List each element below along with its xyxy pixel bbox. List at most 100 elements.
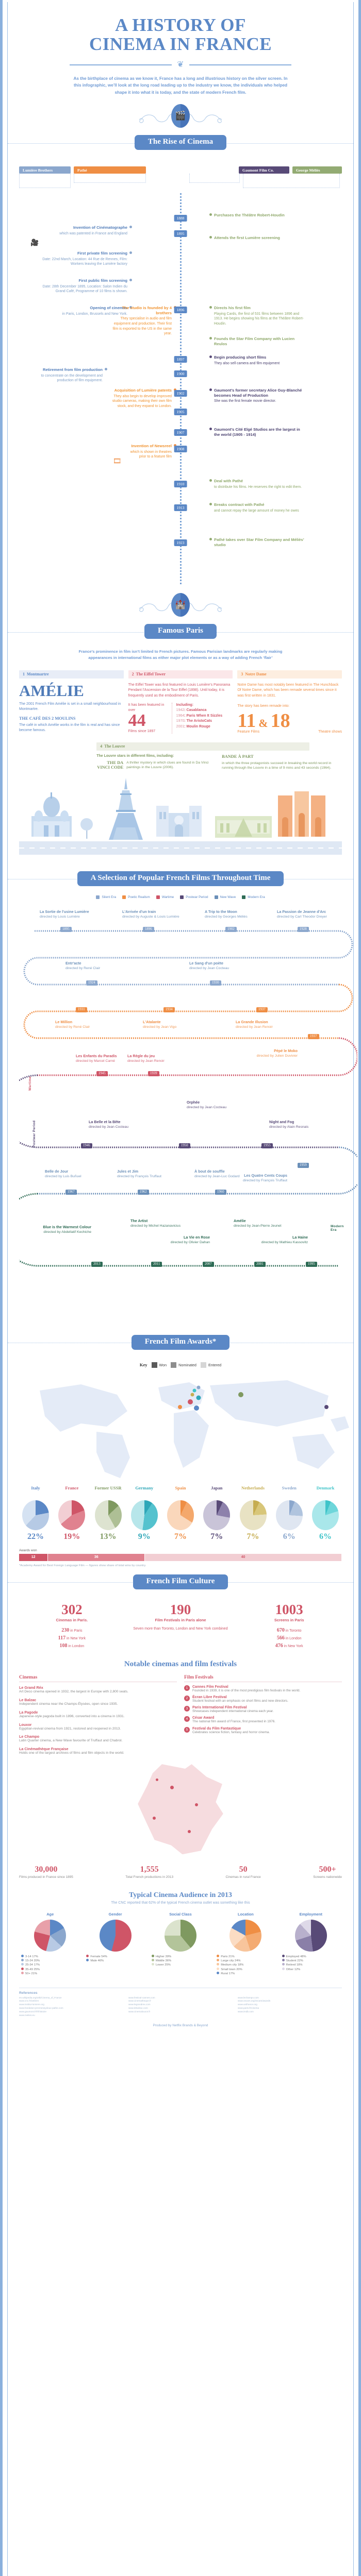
list-item: 4 César Award The national film award of F… xyxy=(184,1716,342,1724)
reference-link[interactable]: www.cinemalouxor.fr xyxy=(128,2010,151,2013)
tree-illustration xyxy=(80,816,93,841)
notredame-captions: Feature Films Theatre shows xyxy=(237,730,342,734)
event-body: They also begin to develop improved stud… xyxy=(112,394,172,408)
event-heading: Founds the Star Film Company with Lucien… xyxy=(214,336,295,346)
reference-link[interactable]: en.wikipedia.org/wiki/Cinema_of_France xyxy=(19,1996,62,1999)
audience-card-age: Age 3-14 17% 15-24 20% 25-34 17% 35-49 2… xyxy=(19,1912,81,1976)
legend-item-newwave: New Wave xyxy=(214,895,236,899)
cafe-subtitle: THE CAFÉ DES 2 MOULINS xyxy=(19,716,76,721)
key-label: Key xyxy=(139,1362,147,1368)
film-year-tag: 2013 xyxy=(91,1261,103,1267)
list-item: 1 Cannes Film Festival Founded in 1939, it… xyxy=(184,1685,342,1693)
reference-link[interactable]: www.festival-cannes.com xyxy=(128,1996,155,1999)
film-year-tag: 1962 xyxy=(138,1189,149,1195)
section-title-rise: The Rise of Cinema xyxy=(134,135,227,150)
caption-feature-films: Feature Films xyxy=(237,730,260,734)
culture-big-number: 190 xyxy=(170,1601,191,1617)
eiffel-list-title: Including: xyxy=(176,703,194,707)
film-year-tag: 1930 xyxy=(210,980,221,986)
stat-films-produced: 30,000 Films produced in France since 189… xyxy=(19,1865,73,1879)
timeline-event-cite-elge: Gaumont’s Cité Elgé Studios are the larg… xyxy=(209,427,307,437)
event-dot-icon xyxy=(209,213,212,216)
bar-strip-header: Awards won xyxy=(19,1548,37,1552)
reference-link[interactable]: www.melies.eu xyxy=(19,2013,35,2016)
notable-heading: Notable cinemas and film festivals xyxy=(124,1659,237,1668)
reference-link[interactable]: www.lebalzac.com xyxy=(128,2007,148,2010)
film-item: L'Atalante directed by Jean Vigo xyxy=(143,1019,177,1029)
timeline-event-retirement: Retirement from film production to conce… xyxy=(25,367,107,383)
louvre-body: The Louvre stars in different films, inc… xyxy=(96,754,342,771)
reference-link[interactable]: www.imdb.com xyxy=(238,2010,254,2013)
reference-link[interactable]: www.oscars.org/oscars/awards xyxy=(238,1999,271,2003)
pie-col-ussr: Former USSR 13% xyxy=(94,1485,122,1541)
map-dot-netherlands xyxy=(190,1393,194,1397)
audience-card-gender: Gender Female 54% Male 46% xyxy=(84,1912,146,1976)
era-label-postwar: Postwar Period xyxy=(32,1120,36,1147)
louvre-lead: The Louvre stars in different films, inc… xyxy=(96,754,174,758)
reference-link[interactable]: www.unifrance.org xyxy=(238,2003,257,2006)
event-heading: The studio is founded by 4 brothers xyxy=(122,306,172,315)
film-year-tag: 1967 xyxy=(65,1189,77,1195)
louvre-entry-text: in which the three protagonists succeed … xyxy=(222,761,332,770)
film-item: La Grande Illusion directed by Jean Reno… xyxy=(236,1019,273,1029)
reference-link[interactable]: www.fondation-jeromeseydoux-pathe.com xyxy=(19,2007,63,2010)
bar-cell-entered: 40 xyxy=(145,1553,342,1561)
timeline-event-opening-cinemas: Opening of cinemas in Paris, London, Bru… xyxy=(35,306,132,316)
culture-caption: Film Festivals in Paris alone xyxy=(155,1617,206,1622)
pie-col-france: France 19% xyxy=(55,1485,88,1541)
section-title-paris: Famous Paris xyxy=(144,624,217,639)
timeline-year-1910: 1910 xyxy=(174,481,187,487)
section-header-culture: French Film Culture xyxy=(8,1570,353,1595)
france-map-dot-bordeaux xyxy=(153,1817,156,1820)
timeline-tab-gaumont[interactable]: Gaumont Film Co. xyxy=(239,166,289,174)
event-body: Date: 22nd March, Location: 44 Rue de Re… xyxy=(42,257,127,266)
timeline-tab-lumiere[interactable]: Lumière Brothers xyxy=(19,166,71,174)
reference-link[interactable]: www.institut-lumiere.org xyxy=(19,2003,44,2006)
festival-number: 3 xyxy=(184,1706,190,1712)
timeline-tab-gap xyxy=(149,166,236,174)
pie-chart-denmark xyxy=(312,1500,339,1530)
reference-link[interactable]: www.lechampo.com xyxy=(238,1996,259,1999)
map-dot-germany xyxy=(196,1395,201,1400)
col-number: 2 xyxy=(132,672,134,677)
pie-col-japan: Japan 7% xyxy=(200,1485,233,1541)
reference-link[interactable]: www.gaumont.fr/fr/histoire xyxy=(19,2010,47,2013)
legend-item-poetic: Poetic Realism xyxy=(122,895,150,899)
list-item: Le Champo Latin Quarter cinema, a New Wav… xyxy=(19,1734,123,1743)
france-map-dot-paris xyxy=(170,1786,174,1790)
eiffel-stat-caption: Films since 1897 xyxy=(128,729,156,733)
festival-number: 1 xyxy=(184,1685,190,1691)
reference-link[interactable]: www.cnc.fr/web/en xyxy=(19,1999,39,2003)
era-label-wartime: Wartime xyxy=(28,1076,32,1091)
section-title-films: A Selection of Popular French Films Thro… xyxy=(77,871,284,886)
film-year-tag: 1955 xyxy=(261,1143,273,1149)
pie-col-spain: Spain 7% xyxy=(164,1485,197,1541)
reference-link[interactable]: www.paris.fr/cinema xyxy=(238,2007,259,2010)
map-dot-ussr xyxy=(238,1392,243,1397)
reference-link[interactable]: www.legrandrex.com xyxy=(128,2003,151,2006)
clapperboard-icon: 🎬 xyxy=(171,104,190,128)
list-item: La Cinémathèque Française Holds one of th… xyxy=(19,1747,124,1755)
event-body: which was patented in France and England xyxy=(59,231,127,235)
paris-col-header-montmartre: 1 Montmartre xyxy=(19,670,124,679)
film-item: Entr'acte directed by René Clair xyxy=(65,960,101,970)
france-map xyxy=(19,1762,342,1860)
reference-link[interactable]: www.cinematheque.fr xyxy=(128,1999,151,2003)
festival-number: 4 xyxy=(184,1716,190,1722)
timeline-tab-melies[interactable]: George Méliès xyxy=(292,166,342,174)
films-snake-timeline: 1895 La Sortie de l'usine Lumière direct… xyxy=(19,905,357,1328)
event-dot-icon xyxy=(209,479,212,482)
timeline-tab-pathe[interactable]: Pathé xyxy=(74,166,146,174)
event-dot-icon xyxy=(129,306,132,309)
event-body: and cannot repay the large amount of mon… xyxy=(214,509,299,513)
pie-chart-age xyxy=(34,1919,67,1952)
film-year-tag: 1934 xyxy=(163,1007,175,1013)
event-dot-icon xyxy=(209,428,212,431)
paris-col-eiffel: 2 The Eiffel Tower The Eiffel Tower was f… xyxy=(128,670,233,736)
col-number: 3 xyxy=(241,672,243,677)
timeline-year-1908: 1908 xyxy=(174,446,187,452)
audience-sub: The CNC reported that 62% of the typical… xyxy=(111,1901,250,1905)
ampersand: & xyxy=(258,716,268,730)
france-map-shape xyxy=(138,1764,223,1855)
legend-gender: Female 54% Male 46% xyxy=(84,1954,146,1963)
